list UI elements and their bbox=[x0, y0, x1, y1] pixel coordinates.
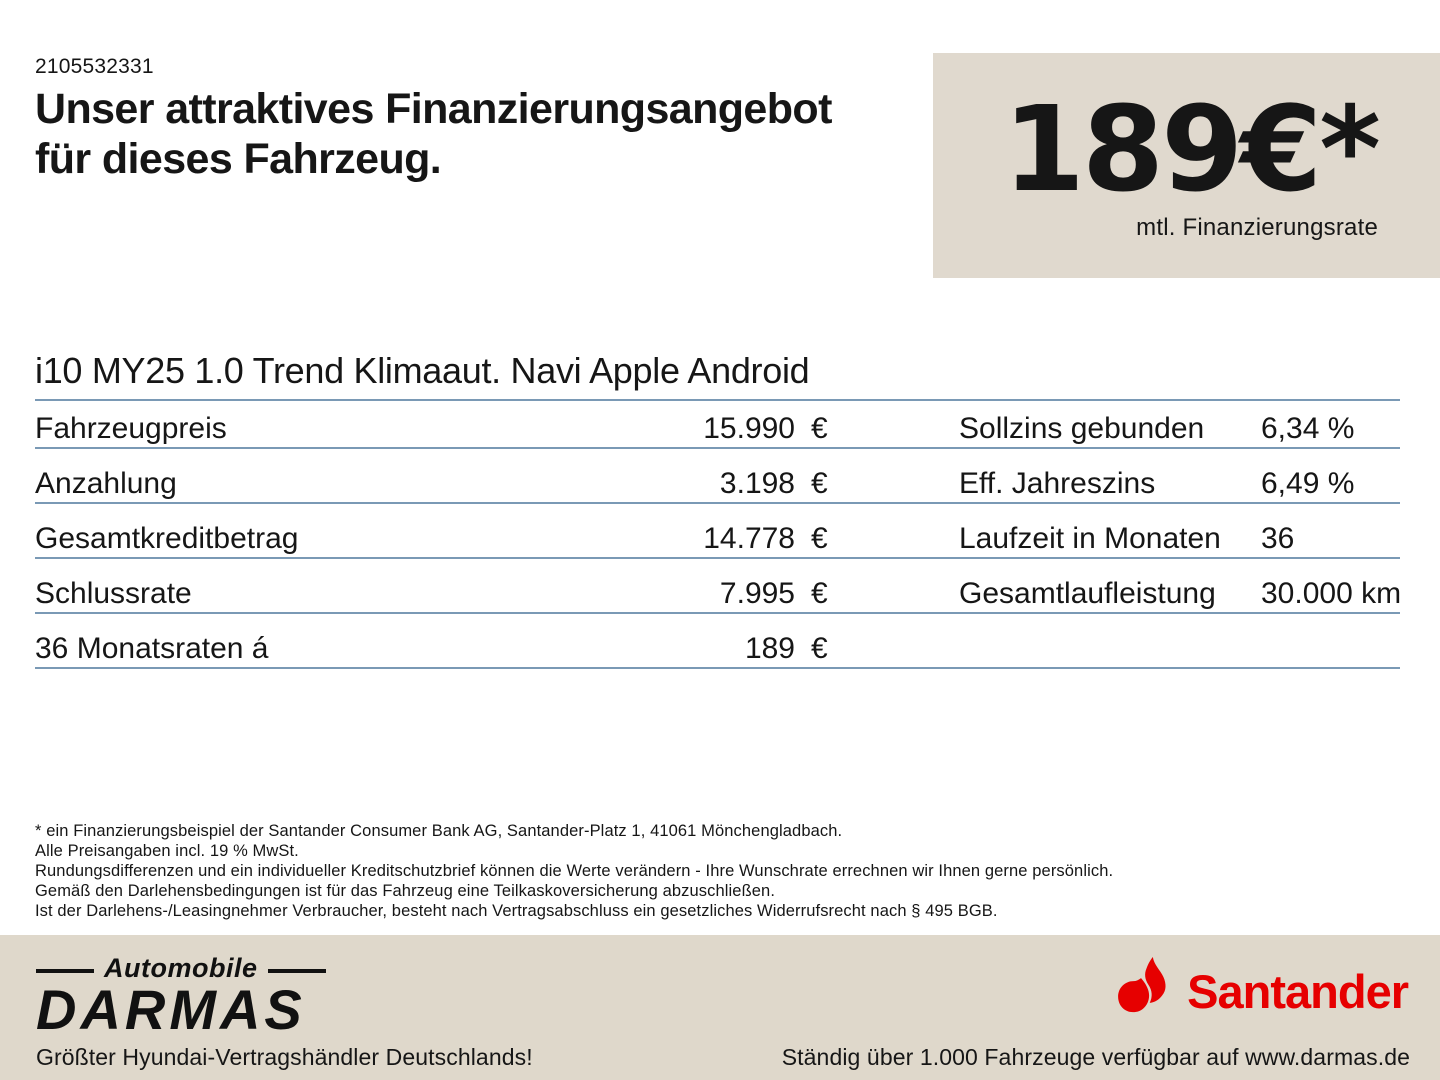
disclaimer-text: * ein Finanzierungsbeispiel der Santande… bbox=[35, 821, 1405, 921]
table-row: Gesamtkreditbetrag 14.778 € Laufzeit in … bbox=[35, 504, 1400, 559]
row-label: Fahrzeugpreis bbox=[35, 412, 227, 445]
footer-bar: Automobile DARMAS Santander Größter Hyun… bbox=[0, 935, 1440, 1080]
table-row: Anzahlung 3.198 € Eff. Jahreszins 6,49 % bbox=[35, 449, 1400, 504]
row-unit: € bbox=[811, 522, 828, 555]
monthly-rate-box: 189€* mtl. Finanzierungsrate bbox=[933, 53, 1440, 278]
darmas-logo-top: Automobile bbox=[36, 953, 326, 984]
darmas-logo: Automobile DARMAS bbox=[36, 953, 326, 1038]
row-value: 7.995 bbox=[719, 577, 795, 610]
table-row: Fahrzeugpreis 15.990 € Sollzins gebunden… bbox=[35, 394, 1400, 449]
row-label: Anzahlung bbox=[35, 467, 177, 500]
row-value: 14.778 bbox=[703, 522, 795, 555]
row-unit: € bbox=[811, 412, 828, 445]
row-value: 189 bbox=[744, 632, 795, 665]
monthly-rate-amount: 189€* bbox=[1002, 80, 1381, 219]
row-unit: € bbox=[811, 467, 828, 500]
row-value: 15.990 bbox=[703, 412, 795, 445]
darmas-rule-left-icon bbox=[36, 968, 94, 973]
disclaimer-line: * ein Finanzierungsbeispiel der Santande… bbox=[35, 822, 843, 840]
monthly-rate-caption: mtl. Finanzierungsrate bbox=[1136, 213, 1378, 241]
disclaimer-line: Alle Preisangaben incl. 19 % MwSt. bbox=[35, 842, 299, 860]
disclaimer-line: Gemäß den Darlehensbedingungen ist für d… bbox=[35, 882, 776, 900]
disclaimer-line: Rundungsdifferenzen und ein individuelle… bbox=[35, 862, 1114, 880]
santander-flame-icon bbox=[1118, 957, 1166, 1013]
row-value: 6,49 % bbox=[1261, 467, 1355, 500]
finance-table: Fahrzeugpreis 15.990 € Sollzins gebunden… bbox=[35, 394, 1402, 669]
dealer-tagline: Größter Hyundai-Vertragshändler Deutschl… bbox=[36, 1044, 533, 1070]
santander-logo: Santander bbox=[1115, 957, 1409, 1019]
row-label: Schlussrate bbox=[35, 577, 192, 610]
table-row: 36 Monatsraten á 189 € bbox=[35, 614, 1400, 669]
row-label: 36 Monatsraten á bbox=[35, 632, 269, 665]
row-label: Eff. Jahreszins bbox=[959, 467, 1156, 500]
row-value: 36 bbox=[1261, 522, 1295, 555]
row-unit: € bbox=[811, 632, 828, 665]
darmas-logo-subtitle: Automobile bbox=[104, 953, 258, 983]
vehicle-title: i10 MY25 1.0 Trend Klimaaut. Navi Apple … bbox=[35, 350, 1400, 401]
darmas-rule-right-icon bbox=[267, 968, 326, 973]
offer-id-number: 2105532331 bbox=[35, 55, 154, 78]
disclaimer-line: Ist der Darlehens-/Leasingnehmer Verbrau… bbox=[35, 902, 998, 920]
website-tagline: Ständig über 1.000 Fahrzeuge verfügbar a… bbox=[781, 1044, 1410, 1070]
row-value: 30.000 km bbox=[1261, 577, 1402, 610]
row-label: Sollzins gebunden bbox=[959, 412, 1205, 445]
row-unit: € bbox=[811, 577, 828, 610]
page-title-line1: Unser attraktives Finanzierungsangebot bbox=[35, 85, 832, 133]
table-row: Schlussrate 7.995 € Gesamtlaufleistung 3… bbox=[35, 559, 1402, 614]
row-label: Gesamtlaufleistung bbox=[959, 577, 1216, 610]
row-value: 6,34 % bbox=[1261, 412, 1355, 445]
row-label: Laufzeit in Monaten bbox=[959, 522, 1221, 555]
darmas-logo-name: DARMAS bbox=[36, 978, 306, 1041]
page-title-line2: für dieses Fahrzeug. bbox=[35, 135, 442, 183]
row-label: Gesamtkreditbetrag bbox=[35, 522, 299, 555]
page-title: Unser attraktives Finanzierungsangebot f… bbox=[35, 84, 832, 184]
santander-logo-text: Santander bbox=[1187, 964, 1409, 1018]
row-value: 3.198 bbox=[719, 467, 795, 500]
